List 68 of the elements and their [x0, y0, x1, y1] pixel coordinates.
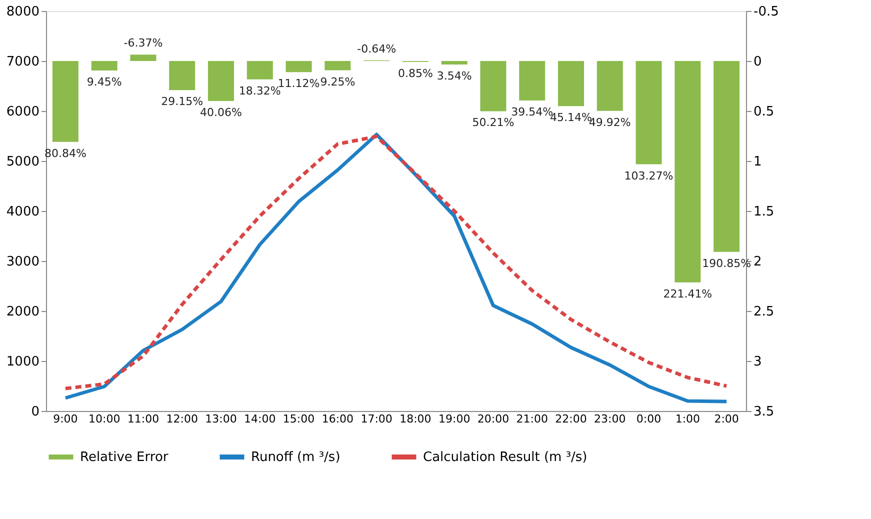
data-label: 9.25% — [320, 75, 356, 88]
x-tick-label: 13:00 — [205, 412, 237, 426]
y2-tick-label: 0.5 — [754, 104, 774, 120]
x-tick-label: 21:00 — [516, 412, 548, 426]
data-label: 29.15% — [161, 95, 204, 108]
bar — [480, 61, 506, 112]
data-label: 9.45% — [86, 75, 122, 88]
y-tick-label: 3000 — [6, 254, 40, 270]
y2-tick-label: -0.5 — [754, 4, 779, 20]
y2-tick-label: 2.5 — [754, 304, 774, 320]
bar — [596, 61, 623, 111]
y2-tick-label: 1 — [754, 154, 762, 170]
legend-label: Runoff (m ³/s) — [251, 450, 340, 465]
y-tick-label: 4000 — [6, 204, 40, 220]
y2-tick-label: 1.5 — [754, 204, 774, 220]
bar — [558, 61, 584, 106]
x-tick-label: 0:00 — [636, 412, 662, 426]
x-tick-label: 15:00 — [282, 412, 315, 426]
x-tick-label: 1:00 — [675, 412, 700, 426]
y2-tick-label: 3.5 — [754, 404, 774, 420]
x-tick-label: 23:00 — [594, 412, 626, 426]
data-label: 40.06% — [200, 106, 242, 120]
bar — [169, 61, 196, 90]
bar — [519, 61, 546, 101]
x-tick-label: 2:00 — [714, 412, 739, 426]
y-tick-label: 6000 — [6, 104, 40, 120]
x-tick-label: 14:00 — [244, 412, 276, 426]
data-label: -6.37% — [124, 36, 163, 50]
data-label: 50.21% — [472, 116, 514, 130]
bar — [208, 61, 234, 102]
x-tick-label: 17:00 — [360, 412, 392, 426]
x-tick-label: 9:00 — [53, 412, 78, 426]
bar — [130, 54, 156, 61]
bar — [636, 61, 662, 164]
data-label: 80.84% — [44, 146, 86, 160]
bar — [52, 61, 78, 142]
y-tick-label: 2000 — [6, 304, 40, 320]
y-tick-label: 7000 — [6, 54, 40, 70]
y2-tick-label: 0 — [754, 54, 762, 70]
y-tick-label: 8000 — [6, 4, 40, 20]
bar — [324, 61, 351, 70]
bar — [674, 61, 701, 282]
bar — [91, 61, 118, 70]
legend-label: Calculation Result (m ³/s) — [423, 450, 588, 465]
legend-label: Relative Error — [80, 450, 169, 465]
bar — [246, 61, 273, 80]
x-tick-label: 11:00 — [127, 412, 160, 426]
x-tick-label: 16:00 — [322, 412, 354, 426]
y-tick-label: 5000 — [6, 154, 40, 170]
x-tick-label: 20:00 — [477, 412, 510, 426]
y-tick-label: 1000 — [6, 354, 40, 370]
x-tick-label: 12:00 — [166, 412, 198, 426]
bar — [714, 61, 740, 252]
x-tick-label: 10:00 — [88, 412, 120, 426]
bar — [441, 61, 468, 65]
y2-tick-label: 2 — [754, 254, 762, 270]
y-tick-label: 0 — [31, 404, 40, 420]
x-tick-label: 19:00 — [438, 412, 470, 426]
x-tick-label: 22:00 — [555, 412, 587, 426]
data-label: 221.41% — [663, 287, 712, 300]
data-label: 103.27% — [624, 169, 674, 182]
data-label: 190.85% — [702, 256, 752, 270]
data-label: -0.64% — [357, 42, 396, 56]
data-label: 0.85% — [398, 66, 433, 80]
data-label: 3.54% — [436, 70, 472, 83]
y2-tick-label: 3 — [754, 354, 762, 370]
bar — [286, 61, 312, 72]
x-tick-label: 18:00 — [400, 412, 432, 426]
